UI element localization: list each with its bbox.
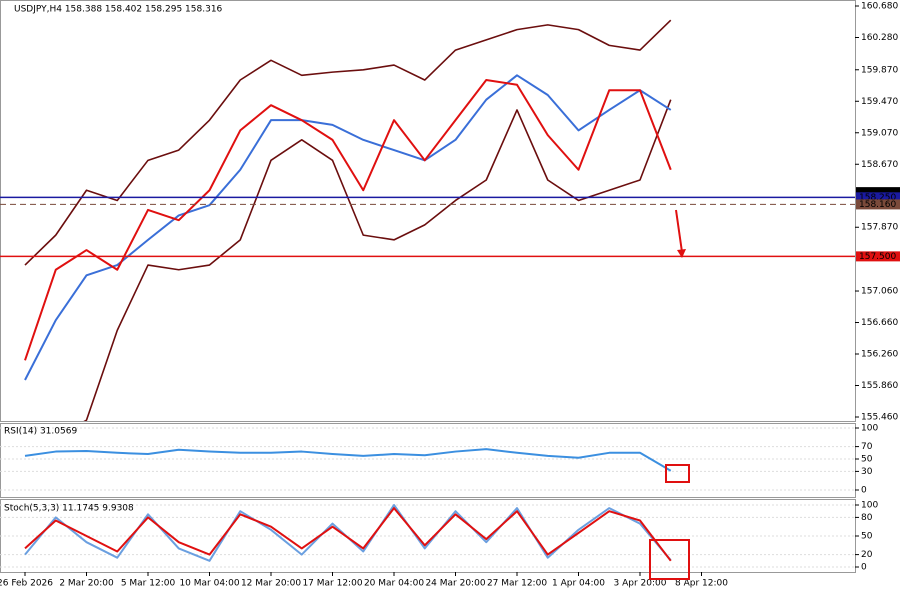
plot — [24, 504, 672, 562]
x-tick-label: 24 Mar 20:00 — [425, 579, 485, 589]
y-tick-label: 155.460 — [861, 413, 898, 423]
chart-title: USDJPY,H4 158.388 158.402 158.295 158.31… — [14, 5, 223, 15]
y-tick-label: 159.870 — [861, 65, 898, 75]
y-tick-label: 155.860 — [861, 381, 898, 391]
y-tick-label: 80 — [861, 513, 873, 523]
x-tick-label: 26 Feb 2026 — [0, 579, 53, 589]
y-tick-label: 70 — [861, 442, 873, 452]
arrow-head — [677, 249, 686, 258]
y-tick-label: 30 — [861, 467, 873, 477]
y-tick-label: 157.870 — [861, 223, 898, 233]
level-label: 158.160 — [859, 200, 896, 210]
level-tag — [856, 199, 900, 210]
arrow — [675, 209, 683, 253]
x-tick-label: 12 Mar 20:00 — [241, 579, 301, 589]
y-tick-label: 159.470 — [861, 97, 898, 107]
level-tag — [856, 251, 900, 262]
y-tick-label: 160.280 — [861, 33, 898, 43]
series-line — [24, 79, 672, 361]
series-line — [24, 507, 672, 562]
x-tick-label: 10 Mar 04:00 — [179, 579, 239, 589]
highlight-box — [665, 464, 690, 483]
y-tick-label: 156.660 — [861, 318, 898, 328]
y-tick-label: 0 — [861, 486, 867, 496]
level-label: 157.500 — [859, 252, 896, 262]
y-tick-label: 160.680 — [861, 2, 898, 12]
rsi-panel — [0, 423, 856, 498]
y-tick-label: 100 — [861, 424, 878, 434]
x-tick-label: 17 Mar 12:00 — [302, 579, 362, 589]
series-line — [24, 74, 672, 381]
x-tick-label: 1 Apr 04:00 — [552, 579, 605, 589]
y-tick-label: 156.260 — [861, 350, 898, 360]
y-tick-label: 157.060 — [861, 287, 898, 297]
y-tick-label: 158.670 — [861, 160, 898, 170]
y-tick-label: 159.070 — [861, 128, 898, 138]
plot — [24, 448, 672, 472]
indicator-title: Stoch(5,3,3) 11.1745 9.9308 — [4, 504, 134, 514]
x-tick-label: 8 Apr 12:00 — [675, 579, 728, 589]
level-tag — [856, 187, 900, 198]
y-tick-label: 20 — [861, 550, 873, 560]
x-tick-label: 5 Mar 12:00 — [121, 579, 176, 589]
highlight-box — [649, 539, 690, 580]
series-line — [83, 99, 672, 421]
y-tick-label: 50 — [861, 532, 873, 542]
plot — [24, 19, 672, 421]
series-line — [24, 19, 672, 266]
x-tick-label: 2 Mar 20:00 — [59, 579, 114, 589]
y-tick-label: 50 — [861, 455, 873, 465]
x-tick-label: 3 Apr 20:00 — [614, 579, 667, 589]
indicator-title: RSI(14) 31.0569 — [4, 427, 77, 437]
level-tag — [856, 192, 900, 203]
y-tick-label: 100 — [861, 501, 878, 511]
x-tick-label: 27 Mar 12:00 — [487, 579, 547, 589]
price-panel — [0, 0, 856, 422]
series-line — [24, 448, 672, 472]
level-label: 158.250 — [859, 193, 896, 203]
x-tick-label: 20 Mar 04:00 — [364, 579, 424, 589]
y-tick-label: 0 — [861, 563, 867, 573]
